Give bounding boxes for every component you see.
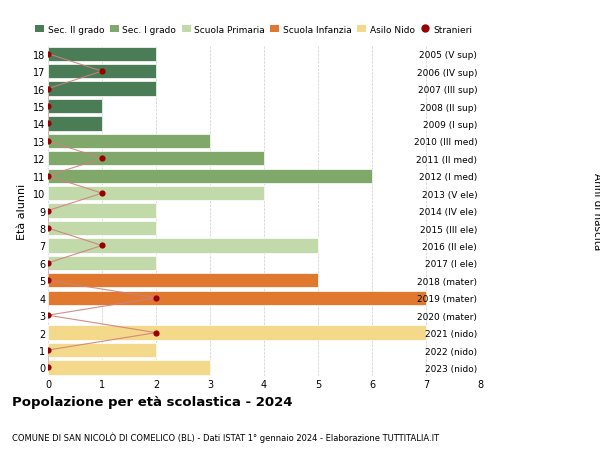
Bar bbox=[48, 82, 156, 96]
Legend: Sec. II grado, Sec. I grado, Scuola Primaria, Scuola Infanzia, Asilo Nido, Stran: Sec. II grado, Sec. I grado, Scuola Prim… bbox=[31, 22, 475, 38]
Point bbox=[151, 294, 161, 302]
Point bbox=[43, 364, 53, 371]
Bar bbox=[48, 239, 318, 253]
Point bbox=[43, 51, 53, 58]
Bar bbox=[48, 100, 102, 114]
Point bbox=[43, 103, 53, 111]
Bar bbox=[48, 134, 210, 149]
Point bbox=[43, 121, 53, 128]
Point bbox=[43, 86, 53, 93]
Point bbox=[43, 277, 53, 285]
Text: COMUNE DI SAN NICOLÒ DI COMELICO (BL) - Dati ISTAT 1° gennaio 2024 - Elaborazion: COMUNE DI SAN NICOLÒ DI COMELICO (BL) - … bbox=[12, 431, 439, 442]
Bar bbox=[48, 204, 156, 218]
Point bbox=[97, 190, 107, 197]
Point bbox=[43, 347, 53, 354]
Point bbox=[43, 173, 53, 180]
Bar bbox=[48, 152, 264, 166]
Bar bbox=[48, 343, 156, 358]
Y-axis label: Età alunni: Età alunni bbox=[17, 183, 27, 239]
Point bbox=[43, 138, 53, 145]
Bar bbox=[48, 274, 318, 288]
Point bbox=[151, 329, 161, 336]
Bar bbox=[48, 47, 156, 62]
Bar bbox=[48, 256, 156, 270]
Bar bbox=[48, 326, 426, 340]
Bar bbox=[48, 187, 264, 201]
Point bbox=[43, 260, 53, 267]
Point bbox=[97, 242, 107, 250]
Point bbox=[43, 225, 53, 232]
Bar bbox=[48, 169, 372, 184]
Bar bbox=[48, 361, 210, 375]
Point bbox=[97, 68, 107, 76]
Point bbox=[43, 207, 53, 215]
Bar bbox=[48, 291, 426, 305]
Bar bbox=[48, 221, 156, 235]
Bar bbox=[48, 117, 102, 131]
Point bbox=[97, 155, 107, 162]
Text: Popolazione per età scolastica - 2024: Popolazione per età scolastica - 2024 bbox=[12, 395, 293, 408]
Text: Anni di nascita: Anni di nascita bbox=[592, 173, 600, 250]
Point bbox=[43, 312, 53, 319]
Bar bbox=[48, 65, 156, 79]
